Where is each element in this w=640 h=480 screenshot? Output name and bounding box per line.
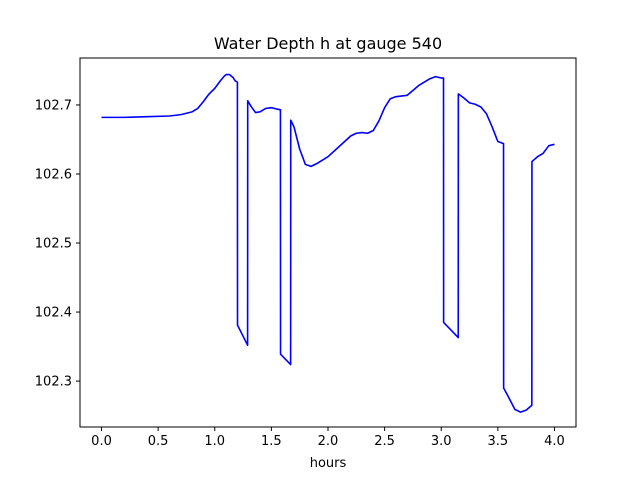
x-axis-label: hours (310, 456, 347, 471)
chart-title: Water Depth h at gauge 540 (214, 34, 442, 53)
x-axis: 0.0 0.5 1.0 1.5 2.0 2.5 3.0 3.5 4.0 (91, 427, 565, 449)
y-tick-label: 102.3 (35, 375, 72, 390)
x-tick-label: 3.0 (431, 434, 452, 449)
x-tick-label: 1.0 (204, 434, 225, 449)
y-axis: 102.3 102.4 102.5 102.6 102.7 (35, 98, 80, 390)
x-tick-label: 3.5 (488, 434, 509, 449)
x-tick-label: 1.5 (261, 434, 282, 449)
y-tick-label: 102.4 (35, 306, 72, 321)
x-tick-label: 0.5 (148, 434, 169, 449)
x-tick-label: 2.5 (374, 434, 395, 449)
y-tick-label: 102.5 (35, 237, 72, 252)
y-tick-label: 102.7 (35, 98, 72, 113)
plot-background (80, 58, 576, 427)
x-tick-label: 2.0 (318, 434, 339, 449)
plot-area (79, 57, 577, 428)
y-tick-label: 102.6 (35, 167, 72, 182)
x-tick-label: 0.0 (91, 434, 112, 449)
series-line-0 (101, 73, 555, 413)
x-tick-label: 4.0 (544, 434, 565, 449)
series-layer (101, 73, 555, 413)
